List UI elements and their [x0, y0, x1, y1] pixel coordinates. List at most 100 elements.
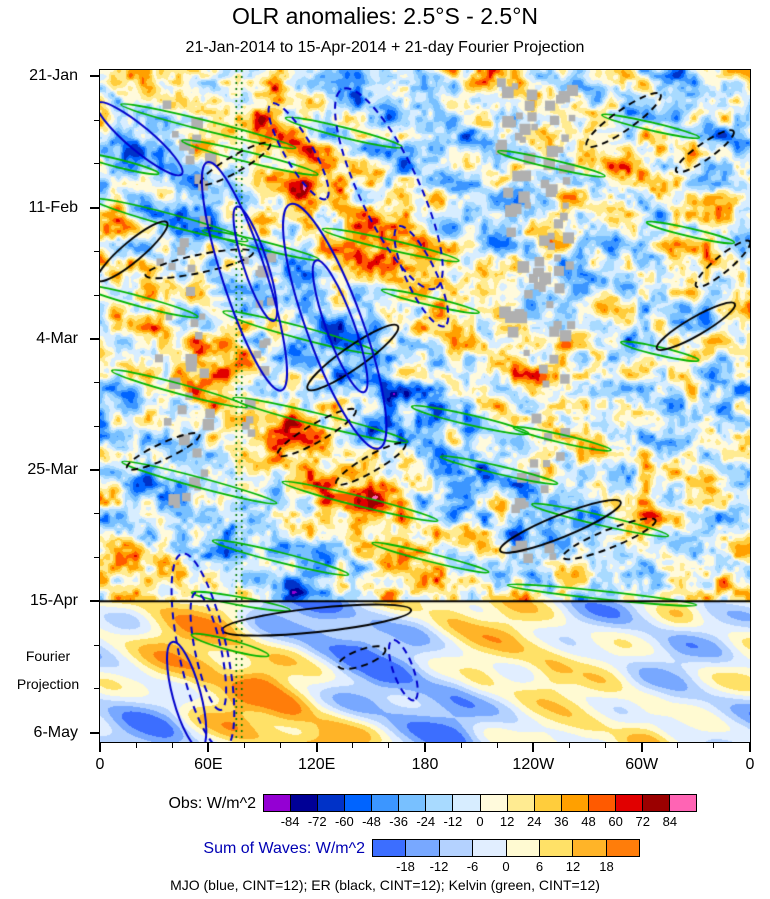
- obs-colorbar-tick-label: 84: [662, 814, 678, 829]
- waves-colorbar-box: [472, 840, 506, 856]
- x-minor-tick: [280, 742, 282, 748]
- obs-colorbar-box: [425, 795, 453, 811]
- y-tick-label: 4-Mar: [36, 329, 78, 347]
- obs-colorbar-tick-label: -36: [389, 814, 409, 829]
- x-major-tick: [532, 742, 535, 752]
- waves-colorbar-box: [405, 840, 439, 856]
- x-tick-label: 60E: [194, 756, 223, 773]
- obs-colorbar-tick-label: 36: [554, 814, 569, 829]
- y-minor-tick: [94, 644, 100, 646]
- x-minor-tick: [388, 742, 390, 748]
- obs-colorbar-tick-label: -12: [443, 814, 463, 829]
- y-major-tick: [90, 206, 100, 209]
- waves-colorbar-box: [373, 840, 406, 856]
- waves-colorbar-tick-label: -12: [429, 859, 449, 874]
- waves-colorbar-tick-label: 12: [565, 859, 581, 874]
- y-minor-tick: [94, 163, 100, 165]
- x-major-tick: [749, 742, 751, 752]
- x-minor-tick: [135, 742, 137, 748]
- x-minor-tick: [460, 742, 462, 748]
- obs-colorbar-tick-label: -84: [280, 814, 300, 829]
- obs-colorbar-tick-label: 12: [499, 814, 515, 829]
- obs-colorbar-box: [668, 795, 696, 811]
- y-minor-tick: [94, 688, 100, 690]
- y-tick-label: 15-Apr: [29, 592, 78, 610]
- waves-colorbar-tick-label: -18: [396, 859, 415, 874]
- obs-colorbar-box: [398, 795, 426, 811]
- waves-colorbar-box: [605, 840, 639, 856]
- x-minor-tick: [243, 742, 245, 748]
- obs-colorbar-tick-label: -60: [334, 814, 354, 829]
- x-minor-tick: [352, 742, 354, 748]
- obs-colorbar-box: [290, 795, 318, 811]
- obs-colorbar-tick-label: 24: [527, 814, 542, 829]
- obs-colorbar-box: [641, 795, 669, 811]
- obs-colorbar-tick-label: 48: [581, 814, 596, 829]
- x-major-tick: [315, 742, 318, 752]
- waves-colorbar-box: [438, 840, 473, 856]
- obs-colorbar-box: [317, 795, 345, 811]
- x-major-tick: [99, 742, 101, 752]
- y-minor-tick: [94, 250, 100, 252]
- x-minor-tick: [677, 742, 679, 748]
- contour-legend-caption: MJO (blue, CINT=12); ER (black, CINT=12)…: [170, 877, 600, 893]
- obs-colorbar-tick-label: -72: [307, 814, 327, 829]
- obs-colorbar-tick-label: -24: [416, 814, 436, 829]
- x-major-tick: [424, 742, 426, 752]
- obs-colorbar-box: [479, 795, 507, 811]
- y-minor-tick: [94, 425, 100, 427]
- x-tick-label: 120W: [512, 756, 555, 773]
- waves-colorbar-tick-label: 6: [535, 859, 544, 874]
- x-tick-label: 0: [745, 756, 755, 773]
- waves-colorbar-tick-label: 18: [599, 859, 614, 874]
- waves-colorbar-tick-label: -6: [466, 859, 479, 874]
- obs-colorbar-box: [264, 795, 291, 811]
- x-minor-tick: [496, 742, 498, 748]
- hovmoller-canvas: [100, 70, 750, 742]
- obs-colorbar: [263, 794, 697, 812]
- fourier-projection-label-line2: Projection: [16, 676, 80, 692]
- obs-colorbar-box: [560, 795, 588, 811]
- y-tick-label: 25-Mar: [27, 461, 78, 479]
- x-tick-label: 0: [95, 756, 105, 773]
- y-major-tick: [90, 337, 100, 340]
- x-tick-label: 120E: [297, 756, 336, 773]
- plot-title: OLR anomalies: 2.5°S - 2.5°N: [231, 3, 539, 29]
- y-major-tick: [90, 600, 100, 603]
- y-minor-tick: [94, 557, 100, 559]
- y-minor-tick: [94, 513, 100, 515]
- y-major-tick: [90, 731, 100, 734]
- waves-colorbar: [372, 839, 640, 857]
- x-major-tick: [207, 742, 210, 752]
- x-major-tick: [640, 742, 643, 752]
- obs-colorbar-box: [452, 795, 480, 811]
- waves-colorbar-tick-label: 0: [502, 859, 510, 874]
- waves-colorbar-box: [572, 840, 606, 856]
- obs-colorbar-box: [371, 795, 399, 811]
- waves-colorbar-box: [505, 840, 539, 856]
- x-minor-tick: [568, 742, 570, 748]
- y-major-tick: [90, 469, 100, 472]
- obs-colorbar-tick-label: 72: [635, 814, 650, 829]
- y-minor-tick: [94, 294, 100, 296]
- y-major-tick: [90, 75, 100, 78]
- x-minor-tick: [605, 742, 607, 748]
- x-tick-label: 60W: [625, 756, 659, 773]
- obs-colorbar-tick-label: 0: [476, 814, 484, 829]
- fourier-projection-label-line1: Fourier: [25, 648, 71, 664]
- obs-colorbar-box: [614, 795, 642, 811]
- obs-colorbar-label: Obs: W/m^2: [168, 795, 256, 812]
- obs-colorbar-tick-label: 60: [608, 814, 623, 829]
- x-minor-tick: [713, 742, 715, 748]
- obs-colorbar-box: [344, 795, 372, 811]
- obs-colorbar-box: [506, 795, 534, 811]
- y-tick-label: 21-Jan: [29, 67, 78, 85]
- x-tick-label: 180: [411, 756, 439, 773]
- y-tick-label: 11-Feb: [28, 198, 78, 216]
- obs-colorbar-box: [587, 795, 615, 811]
- y-minor-tick: [94, 119, 100, 121]
- obs-colorbar-tick-label: -48: [362, 814, 381, 829]
- waves-colorbar-box: [538, 840, 573, 856]
- y-minor-tick: [94, 382, 100, 384]
